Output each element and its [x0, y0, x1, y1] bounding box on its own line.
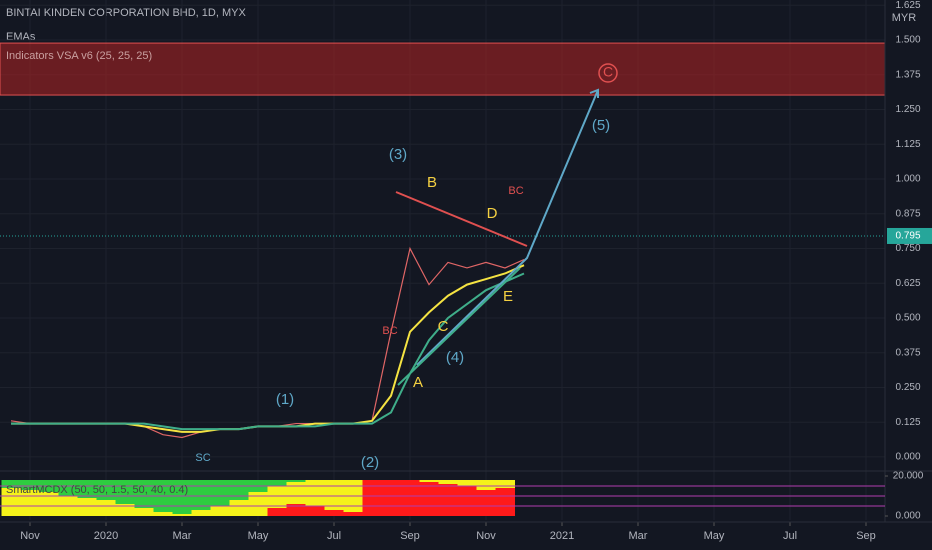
bar: [1, 480, 21, 488]
y-tick-label: 0.125: [895, 417, 920, 428]
bar: [286, 504, 306, 516]
annotation: BC: [508, 185, 523, 197]
last-price-label: 0.795: [895, 231, 920, 242]
annotation: A: [413, 374, 423, 391]
bar: [457, 486, 477, 516]
annotation: C: [438, 318, 449, 335]
annotation: B: [427, 174, 437, 191]
annotation: (2): [361, 454, 379, 471]
bar: [77, 480, 97, 498]
x-tick-label: Jul: [783, 530, 797, 542]
chart-title: BINTAI KINDEN CORPORATION BHD, 1D, MYX: [6, 7, 246, 19]
wave-path: [416, 89, 599, 366]
bar: [324, 510, 344, 516]
bar: [210, 480, 230, 506]
x-tick-label: 2021: [550, 530, 574, 542]
x-tick-label: Nov: [20, 530, 40, 542]
bar: [58, 480, 78, 496]
y-tick-label: 1.500: [895, 35, 920, 46]
bar: [96, 480, 116, 500]
x-tick-label: Sep: [856, 530, 876, 542]
support-line: [397, 267, 521, 386]
circle: [598, 63, 618, 83]
bar: [305, 506, 325, 516]
y-tick-label: 1.000: [895, 174, 920, 185]
series-line: [10, 246, 525, 439]
annotation: BC: [382, 325, 397, 337]
bar: [362, 480, 382, 516]
bar: [343, 480, 363, 516]
indicator-label: Indicators VSA v6 (25, 25, 25): [6, 50, 152, 62]
bar: [229, 480, 249, 500]
x-tick-label: Sep: [400, 530, 420, 542]
bar: [20, 480, 40, 490]
bar: [286, 480, 306, 482]
y-tick-label: 0.625: [895, 278, 920, 289]
y-tick-label: 1.375: [895, 69, 920, 80]
annotation: D: [487, 205, 498, 222]
x-tick-label: Jul: [327, 530, 341, 542]
bar: [495, 488, 515, 516]
annotation: (4): [446, 349, 464, 366]
x-tick-label: May: [704, 530, 725, 542]
bar: [381, 480, 401, 516]
currency: MYR: [892, 12, 917, 24]
y-tick-label: 0.000: [895, 452, 920, 463]
zone: [0, 42, 886, 96]
y-tick-label: 0.875: [895, 208, 920, 219]
bar: [400, 480, 420, 516]
bar: [476, 490, 496, 516]
series-line: [11, 272, 525, 431]
bar: [343, 512, 363, 516]
y-tick-label: 0.750: [895, 243, 920, 254]
y-tick-label: 0.375: [895, 347, 920, 358]
arrow-head: [589, 88, 599, 98]
y-tick-label: 1.125: [895, 139, 920, 150]
x-tick-label: 2020: [94, 530, 118, 542]
y-tick-label: 20.000: [893, 471, 924, 482]
annotation: C: [603, 64, 613, 80]
x-tick-label: Nov: [476, 530, 496, 542]
annotation: E: [503, 288, 513, 305]
x-tick-label: Mar: [629, 530, 648, 542]
bar: [438, 484, 458, 516]
trend-line: [395, 191, 528, 247]
bar: [1, 480, 21, 516]
annotation: SC: [195, 452, 210, 464]
bar: [324, 480, 344, 516]
y-tick-label: 1.625: [895, 0, 920, 11]
drawings: [395, 63, 618, 386]
annotation: (1): [276, 391, 294, 408]
bar: [134, 480, 154, 508]
y-tick-label: 0.500: [895, 313, 920, 324]
x-tick-label: Mar: [173, 530, 192, 542]
bar: [191, 480, 211, 510]
annotation: (3): [389, 146, 407, 163]
bar: [267, 508, 287, 516]
bar: [267, 480, 287, 486]
indicator-title: SmartMCDX (50, 50, 1.5, 50, 40, 0.4): [6, 484, 188, 496]
y-tick-label: 1.250: [895, 104, 920, 115]
bar: [267, 480, 287, 516]
ema-label: EMAs: [6, 31, 36, 43]
last-price-box: [887, 227, 932, 244]
y-tick-label: 0.000: [895, 511, 920, 522]
annotation: (5): [592, 117, 610, 134]
bar: [419, 482, 439, 516]
x-tick-label: May: [248, 530, 269, 542]
y-tick-label: 0.250: [895, 382, 920, 393]
